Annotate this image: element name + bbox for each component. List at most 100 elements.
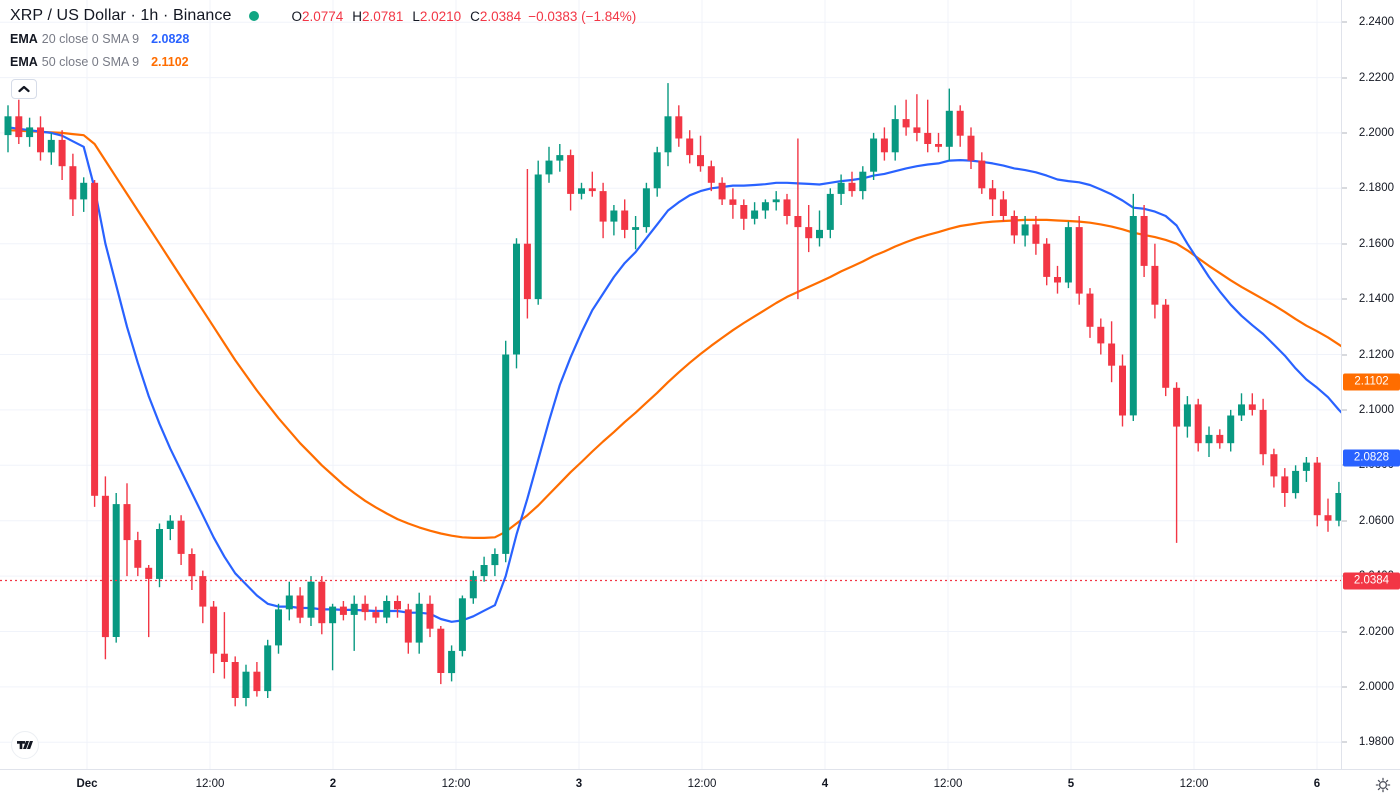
candle-body	[1119, 365, 1126, 416]
candle-body	[534, 174, 542, 300]
candle-body	[621, 210, 629, 230]
candle-body	[1205, 434, 1213, 444]
candle-body	[1292, 470, 1300, 494]
price-tick-label: 2.2000	[1358, 126, 1394, 139]
candle-body	[1248, 404, 1256, 410]
candle-body	[253, 671, 261, 692]
candle-body	[1270, 454, 1278, 477]
candle-body	[210, 606, 218, 654]
candle-body	[751, 210, 759, 219]
price-tick-dash	[1342, 21, 1347, 23]
time-tick-label: 12:00	[195, 778, 225, 790]
candle-body	[578, 188, 585, 194]
candle-body	[58, 139, 66, 167]
candle-body	[718, 182, 726, 200]
candle-body	[502, 354, 510, 554]
price-axis[interactable]: 2.2400 2.2200 2.2000 2.1800 2.1600 2.1400 2.12…	[1341, 0, 1400, 770]
candle-body	[134, 540, 142, 568]
candle-body	[404, 609, 412, 643]
candle-body	[1183, 404, 1191, 427]
tradingview-logo[interactable]	[11, 731, 39, 759]
price-tick-label: 2.0600	[1358, 514, 1394, 527]
candle-body	[199, 576, 207, 607]
candle-body	[816, 229, 823, 239]
candle-body	[26, 127, 34, 138]
price-tick-label: 2.1000	[1358, 403, 1394, 416]
candle-body	[69, 166, 77, 200]
time-axis[interactable]: Dec 12:00 2 12:00 3 12:00 4 12:00 5 12:00 6	[0, 769, 1400, 800]
candle-body	[513, 243, 520, 355]
candle-body	[967, 135, 975, 161]
candle-body	[924, 132, 932, 144]
candle-body	[329, 606, 337, 624]
candle-body	[145, 567, 153, 579]
candle-body	[1173, 387, 1181, 427]
candle-body	[339, 606, 347, 615]
time-tick-label: 12:00	[687, 778, 717, 790]
candle-body	[491, 554, 499, 566]
candle-series	[4, 83, 1342, 707]
candle-body	[101, 495, 109, 638]
price-tick-dash	[1342, 409, 1347, 411]
price-tick-label: 2.1800	[1358, 182, 1394, 195]
time-tick-label: 4	[821, 778, 829, 790]
price-tick-label: 2.0000	[1358, 680, 1394, 693]
candle-body	[1313, 462, 1321, 516]
tradingview-logo-icon	[17, 740, 33, 749]
candle-body	[242, 671, 250, 698]
candle-body	[697, 155, 704, 167]
time-tick-label: 6	[1313, 778, 1321, 790]
candle-body	[426, 603, 434, 629]
candle-body	[383, 601, 391, 618]
candle-body	[783, 199, 791, 216]
price-tick-dash	[1342, 741, 1347, 743]
candle-body	[394, 601, 401, 610]
last-price-badge: 2.0384	[1343, 572, 1400, 589]
chart-plot-area[interactable]	[0, 0, 1342, 770]
price-tick-dash	[1342, 520, 1347, 522]
candle-body	[642, 188, 650, 228]
candle-body	[480, 565, 488, 577]
legend-collapse-button[interactable]	[11, 79, 37, 99]
candle-body	[1097, 326, 1105, 344]
candle-body	[880, 138, 888, 153]
ema50-value-badge: 2.1102	[1343, 373, 1400, 391]
candle-body	[610, 210, 618, 222]
price-tick-dash	[1342, 631, 1347, 632]
candle-body	[664, 116, 672, 153]
price-tick-dash	[1342, 187, 1347, 189]
gear-icon[interactable]	[1375, 777, 1391, 793]
candle-body	[837, 182, 845, 194]
candle-body	[1259, 409, 1267, 455]
candle-body	[275, 609, 282, 646]
candle-body	[1324, 515, 1332, 521]
candle-body	[264, 645, 272, 692]
candle-body	[415, 603, 423, 643]
candle-body	[545, 160, 553, 175]
price-tick-label: 2.2400	[1358, 16, 1394, 29]
candle-body	[361, 603, 369, 613]
ema20-line	[6, 126, 1342, 623]
candle-body	[1086, 293, 1094, 327]
candle-body	[945, 110, 953, 147]
time-tick-label: Dec	[76, 778, 98, 790]
candle-body	[999, 199, 1007, 216]
time-tick-label: 12:00	[441, 778, 471, 790]
price-tick-label: 1.9800	[1358, 736, 1394, 749]
price-tick-dash	[1342, 243, 1347, 245]
candle-body	[675, 116, 683, 139]
candle-body	[956, 110, 964, 136]
time-tick-label: 3	[575, 778, 583, 790]
time-tick-label: 12:00	[933, 778, 963, 790]
time-tick-label: 5	[1067, 778, 1075, 790]
price-tick-label: 2.0200	[1358, 625, 1394, 638]
candle-body	[1216, 434, 1224, 444]
candle-body	[1129, 216, 1137, 416]
candle-body	[1064, 227, 1072, 283]
candle-body	[794, 216, 802, 228]
candle-body	[4, 116, 12, 136]
candle-body	[47, 139, 55, 153]
candle-body	[772, 199, 780, 203]
candle-body	[1054, 277, 1061, 283]
